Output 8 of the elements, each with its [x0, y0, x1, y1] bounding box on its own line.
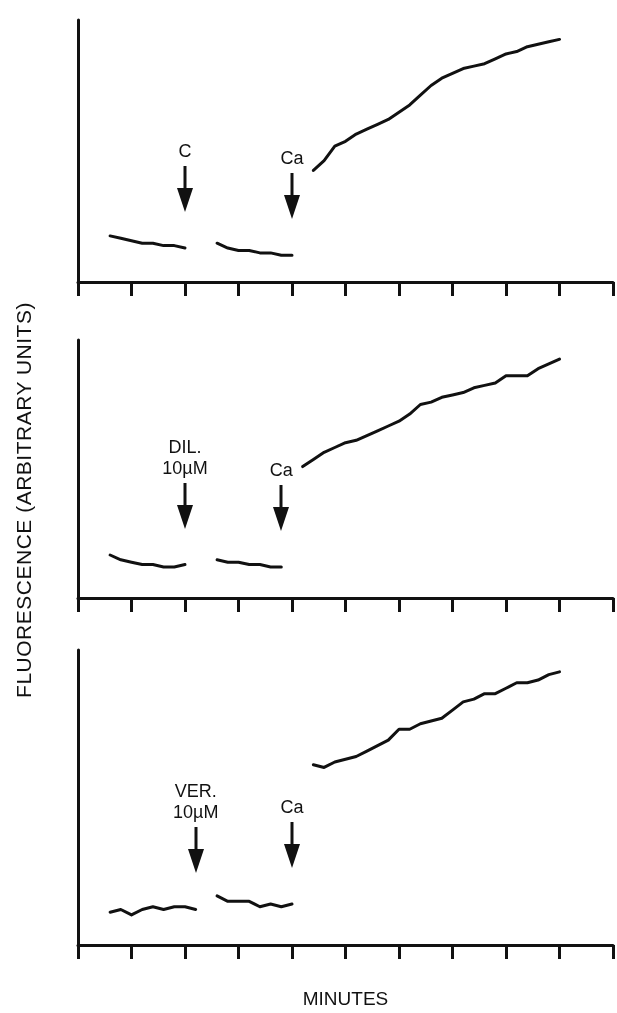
annotation: DIL. 10µM: [161, 436, 209, 479]
annotation: VER. 10µM: [172, 781, 220, 824]
annotation: Ca: [279, 148, 305, 170]
annotation: Ca: [268, 459, 294, 481]
x-axis-title: MINUTES: [302, 988, 389, 1009]
annotation: C: [177, 141, 193, 163]
y-axis-title: FLUORESCENCE (ARBITRARY UNITS): [12, 302, 36, 698]
annotation: Ca: [279, 797, 305, 819]
